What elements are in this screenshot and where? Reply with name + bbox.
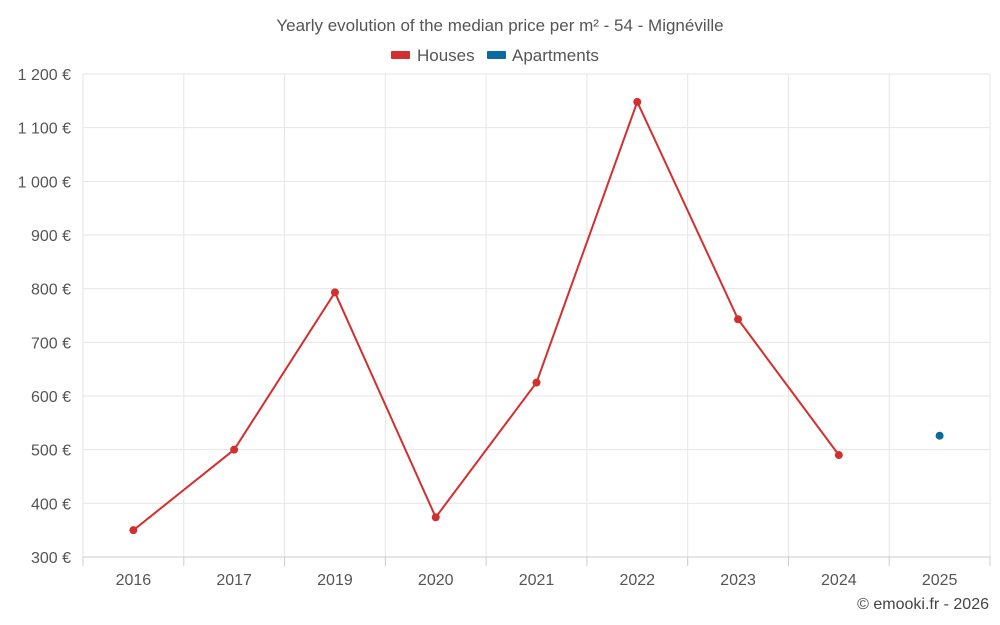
data-point-houses[interactable] xyxy=(734,315,743,324)
y-tick-label: 600 € xyxy=(31,389,71,406)
legend: Houses Apartments xyxy=(391,46,599,65)
x-axis: 2016 2017 2019 2020 2021 2022 2023 2024 2025 xyxy=(82,556,991,589)
x-tick-label: 2020 xyxy=(418,572,454,589)
series-apartments xyxy=(935,431,944,440)
x-tick-label: 2025 xyxy=(922,572,958,589)
y-tick-label: 300 € xyxy=(31,550,71,567)
y-tick-label: 800 € xyxy=(31,282,71,299)
series-houses xyxy=(129,97,843,535)
y-tick-label: 1 000 € xyxy=(18,174,71,191)
y-tick-label: 900 € xyxy=(31,228,71,245)
grid xyxy=(82,73,991,558)
x-tick-label: 2024 xyxy=(821,572,857,589)
data-point-houses[interactable] xyxy=(431,513,440,522)
data-point-houses[interactable] xyxy=(834,451,843,460)
x-tick-label: 2022 xyxy=(619,572,655,589)
series-line-houses xyxy=(132,100,840,531)
data-point-houses[interactable] xyxy=(532,378,541,387)
data-point-apartments[interactable] xyxy=(935,431,944,440)
chart-title: Yearly evolution of the median price per… xyxy=(276,16,723,35)
x-tick-label: 2019 xyxy=(317,572,353,589)
y-axis: 300 € 400 € 500 € 600 € 700 € 800 € 900 € 1 000… xyxy=(18,67,71,567)
legend-label-apartments: Apartments xyxy=(512,46,599,65)
data-point-houses[interactable] xyxy=(330,288,339,297)
legend-item-houses[interactable]: Houses xyxy=(391,46,475,65)
credit-text: © emooki.fr - 2026 xyxy=(857,596,989,613)
x-tick-label: 2023 xyxy=(720,572,756,589)
data-point-houses[interactable] xyxy=(633,97,642,106)
y-tick-label: 1 200 € xyxy=(18,67,71,84)
legend-swatch-houses xyxy=(391,51,410,59)
data-point-houses[interactable] xyxy=(230,445,239,454)
legend-label-houses: Houses xyxy=(417,46,475,65)
x-tick-label: 2017 xyxy=(216,572,252,589)
series xyxy=(129,97,944,535)
y-tick-label: 1 100 € xyxy=(18,121,71,138)
y-tick-label: 500 € xyxy=(31,443,71,460)
y-tick-label: 400 € xyxy=(31,496,71,513)
x-tick-label: 2021 xyxy=(519,572,555,589)
data-point-houses[interactable] xyxy=(129,526,138,535)
legend-item-apartments[interactable]: Apartments xyxy=(487,46,599,65)
x-tick-label: 2016 xyxy=(116,572,152,589)
legend-swatch-apartments xyxy=(487,51,506,59)
y-tick-label: 700 € xyxy=(31,335,71,352)
